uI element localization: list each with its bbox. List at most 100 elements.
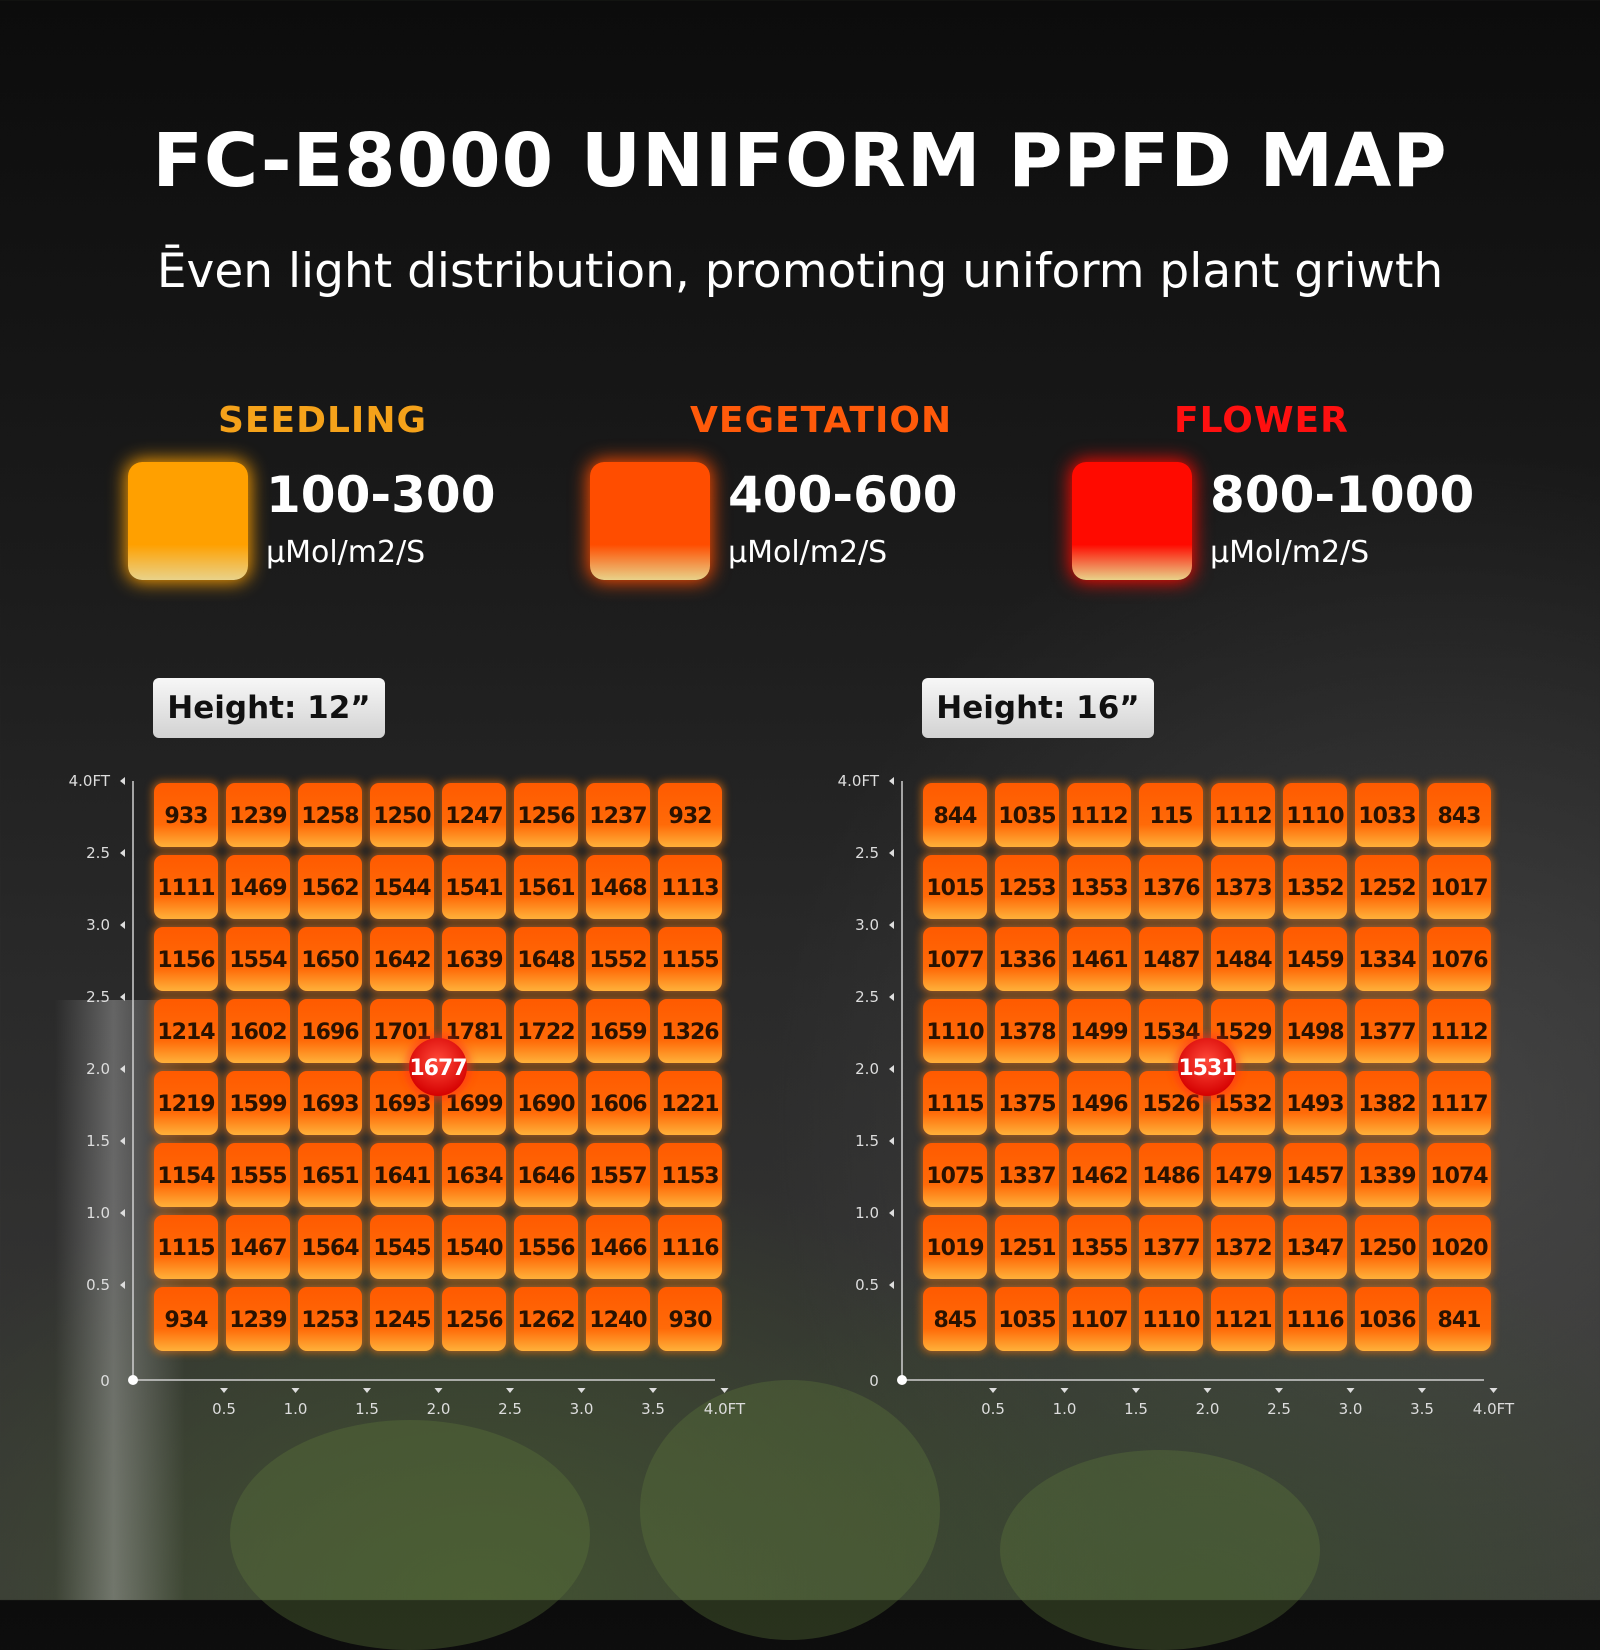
cell-value: 1375 <box>998 1092 1055 1117</box>
cell-value: 1115 <box>157 1236 214 1261</box>
legend-item-seedling: SEEDLING 100-300 μMol/m2/S <box>128 400 568 590</box>
x-tick-label: 2.5 <box>498 1400 522 1418</box>
cell-box <box>1067 927 1131 991</box>
x-tick-label: 3.5 <box>641 1400 665 1418</box>
cell-box <box>923 999 987 1063</box>
cell-value: 1469 <box>229 876 286 901</box>
cell-value: 1117 <box>1430 1092 1487 1117</box>
cell-value: 1561 <box>517 876 574 901</box>
cell-box <box>1355 1215 1419 1279</box>
cell-value: 1377 <box>1142 1236 1199 1261</box>
cell-box <box>1211 855 1275 919</box>
cell-box <box>1355 1287 1419 1351</box>
cell-box <box>154 783 218 847</box>
cell-value: 1112 <box>1070 804 1127 829</box>
heatmap-cell: 1153 <box>656 1141 724 1209</box>
cell-box <box>1139 1143 1203 1207</box>
cell-box <box>442 855 506 919</box>
cell-box <box>1427 927 1491 991</box>
cell-value: 1262 <box>517 1308 574 1333</box>
cell-value: 1077 <box>926 948 983 973</box>
heatmap-cell: 1112 <box>1209 781 1277 849</box>
heatmap-cell: 1239 <box>224 781 292 849</box>
heatmap-cell: 1486 <box>1137 1141 1205 1209</box>
cell-box <box>995 1071 1059 1135</box>
cell-value: 930 <box>669 1308 713 1333</box>
cell-value: 1355 <box>1070 1236 1127 1261</box>
cell-value: 1253 <box>301 1308 358 1333</box>
cell-value: 1247 <box>445 804 502 829</box>
heatmap-cell: 1250 <box>1353 1213 1421 1281</box>
y-tick-label: 4.0FT <box>69 772 111 790</box>
cell-value: 1074 <box>1430 1164 1488 1189</box>
y-tick-marker <box>120 777 125 785</box>
heatmap-cell: 1337 <box>993 1141 1061 1209</box>
cell-box <box>514 999 578 1063</box>
x-tick-marker <box>1489 1388 1498 1393</box>
legend-swatch <box>1072 462 1192 580</box>
cell-value: 1110 <box>1142 1308 1200 1333</box>
heatmap-cell: 1214 <box>152 997 220 1065</box>
cell-box <box>586 927 650 991</box>
heatmap-cell: 1459 <box>1281 925 1349 993</box>
cell-value: 1378 <box>998 1020 1055 1045</box>
heatmap-cell: 1117 <box>1425 1069 1493 1137</box>
heatmap-cell: 1015 <box>921 853 989 921</box>
heatmap-cell: 1562 <box>296 853 364 921</box>
cell-box <box>658 999 722 1063</box>
cell-value: 1599 <box>229 1092 286 1117</box>
cell-box <box>1283 1215 1347 1279</box>
cell-value: 1116 <box>661 1236 719 1261</box>
heatmap-cell: 1498 <box>1281 997 1349 1065</box>
cell-value: 1116 <box>1286 1308 1344 1333</box>
heatmap-cell: 1115 <box>152 1213 220 1281</box>
cell-box <box>298 783 362 847</box>
cell-box <box>658 783 722 847</box>
heatmap-cell: 933 <box>152 781 220 849</box>
heatmap-cell: 1352 <box>1281 853 1349 921</box>
cell-box <box>1355 1071 1419 1135</box>
y-tick-label: 2.0 <box>855 1060 879 1078</box>
heatmap-cell: 1378 <box>993 997 1061 1065</box>
y-tick-marker <box>120 1281 125 1289</box>
cell-value: 1256 <box>445 1308 503 1333</box>
heatmap-cell: 1722 <box>512 997 580 1065</box>
cell-box <box>995 855 1059 919</box>
cell-box <box>1355 855 1419 919</box>
cell-box <box>995 1215 1059 1279</box>
cell-box <box>514 1215 578 1279</box>
cell-value: 1033 <box>1358 804 1415 829</box>
cell-value: 1258 <box>301 804 358 829</box>
cell-box <box>298 1215 362 1279</box>
cell-value: 1532 <box>1214 1092 1271 1117</box>
heatmap-cell: 1339 <box>1353 1141 1421 1209</box>
cell-value: 1156 <box>157 948 215 973</box>
heatmap-cell: 1121 <box>1209 1285 1277 1353</box>
cell-value: 1251 <box>998 1236 1055 1261</box>
cell-value: 1155 <box>661 948 718 973</box>
cell-value: 1498 <box>1286 1020 1343 1045</box>
cell-box <box>154 999 218 1063</box>
cell-box <box>1067 855 1131 919</box>
heatmap-cell: 1251 <box>993 1213 1061 1281</box>
cell-value: 1035 <box>998 1308 1055 1333</box>
legend-swatch <box>128 462 248 580</box>
heatmap-cell: 1541 <box>440 853 508 921</box>
cell-value: 1690 <box>517 1092 575 1117</box>
heatmap-cell: 1252 <box>1353 853 1421 921</box>
cell-value: 1237 <box>589 804 646 829</box>
cell-box <box>923 1215 987 1279</box>
heatmap-cell: 1372 <box>1209 1213 1277 1281</box>
cell-box <box>154 1287 218 1351</box>
cell-box <box>298 1071 362 1135</box>
cell-box <box>442 1215 506 1279</box>
cell-box <box>1211 1287 1275 1351</box>
cell-value: 1641 <box>373 1164 430 1189</box>
x-tick-marker <box>434 1388 443 1393</box>
y-tick-marker <box>889 1065 894 1073</box>
x-tick-marker <box>1346 1388 1355 1393</box>
x-tick-marker <box>220 1388 228 1393</box>
x-tick-label: 3.0 <box>1339 1400 1363 1418</box>
cell-box <box>226 855 290 919</box>
cell-value: 1693 <box>373 1092 430 1117</box>
